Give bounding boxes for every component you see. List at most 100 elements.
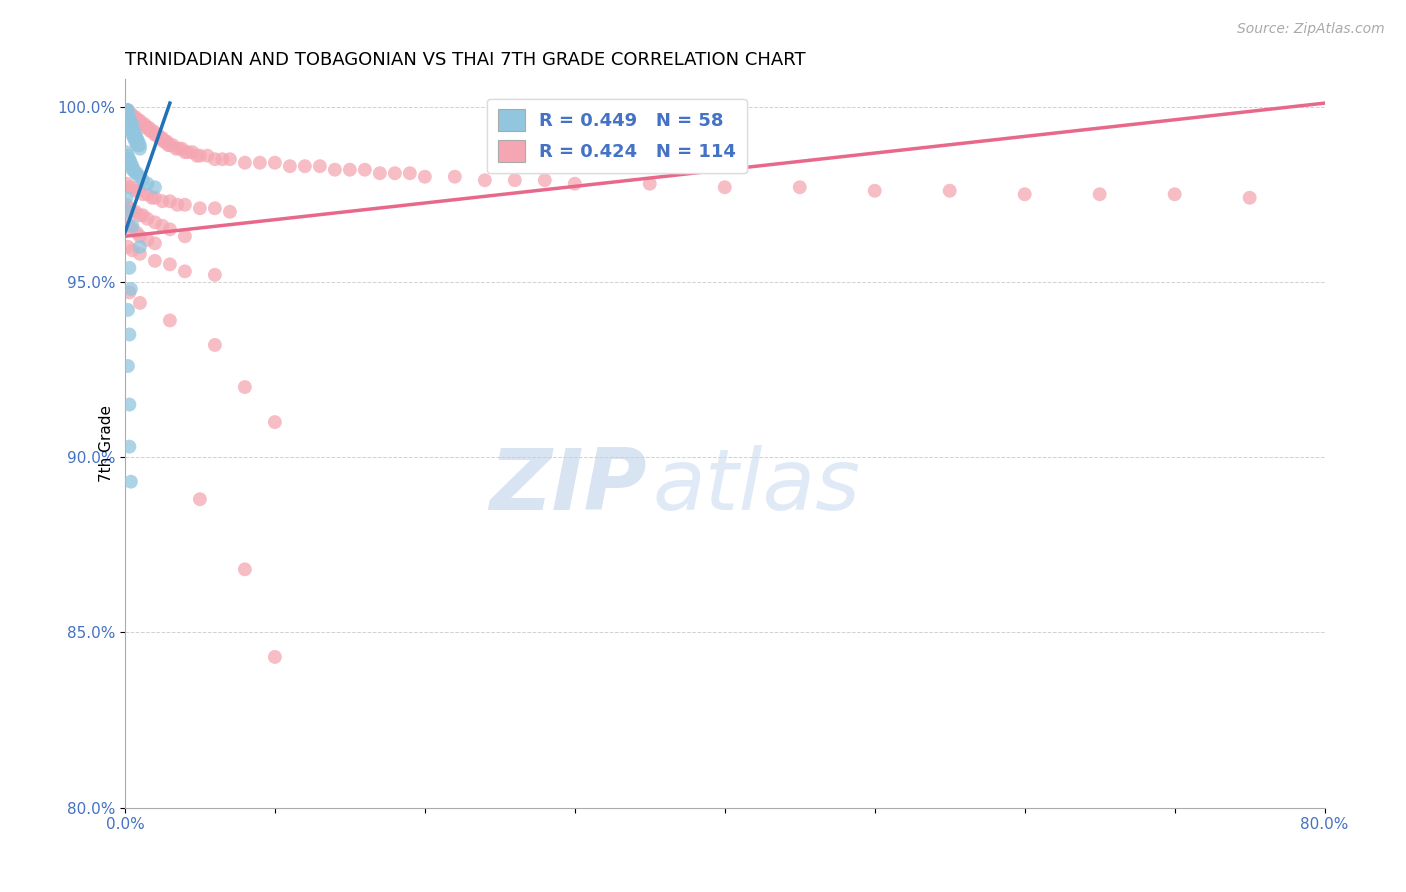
Point (141, 191, 163, 205)
Point (136, 233, 159, 247)
Point (789, 180, 811, 194)
Point (117, 106, 139, 120)
Point (135, 120, 157, 135)
Point (118, 110, 141, 124)
Point (115, 198, 138, 212)
Point (146, 128, 169, 142)
Point (121, 204, 143, 219)
Point (118, 120, 141, 135)
Point (127, 184, 149, 198)
Point (117, 240, 139, 254)
Point (132, 187, 155, 202)
Point (124, 110, 146, 124)
Point (136, 120, 159, 135)
Text: ZIP: ZIP (489, 445, 647, 528)
Legend: R = 0.449   N = 58, R = 0.424   N = 114: R = 0.449 N = 58, R = 0.424 N = 114 (486, 98, 747, 173)
Point (145, 128, 167, 142)
Point (117, 359, 139, 373)
Point (188, 201, 211, 215)
Point (398, 166, 420, 180)
Point (127, 135, 149, 149)
Point (124, 184, 146, 198)
Point (118, 285, 141, 300)
Point (118, 117, 141, 131)
Point (474, 173, 496, 187)
Point (118, 327, 141, 342)
Point (263, 649, 285, 664)
Point (129, 208, 152, 222)
Point (122, 128, 145, 142)
Point (120, 282, 142, 296)
Point (138, 120, 160, 135)
Point (121, 180, 143, 194)
Point (117, 204, 139, 219)
Point (143, 128, 166, 142)
Point (142, 124, 165, 138)
Point (121, 124, 143, 138)
Point (120, 106, 142, 120)
Point (141, 124, 163, 138)
Y-axis label: 7th Grade: 7th Grade (98, 405, 114, 482)
Point (136, 211, 159, 226)
Text: atlas: atlas (652, 445, 860, 528)
Point (638, 177, 661, 191)
Point (139, 124, 162, 138)
Point (368, 166, 391, 180)
Point (1014, 187, 1036, 202)
Point (143, 253, 166, 268)
Point (124, 135, 146, 149)
Point (153, 135, 176, 149)
Point (132, 117, 155, 131)
Point (938, 184, 960, 198)
Point (204, 338, 226, 352)
Point (204, 152, 226, 166)
Point (152, 194, 174, 209)
Point (159, 194, 181, 209)
Point (129, 229, 152, 244)
Point (121, 244, 143, 258)
Point (117, 103, 139, 117)
Point (115, 103, 138, 117)
Point (120, 120, 142, 135)
Point (124, 131, 146, 145)
Point (159, 313, 181, 327)
Point (121, 110, 143, 124)
Point (121, 117, 143, 131)
Point (121, 159, 143, 173)
Point (170, 142, 193, 156)
Point (120, 124, 142, 138)
Point (173, 198, 195, 212)
Point (115, 145, 138, 160)
Point (186, 149, 208, 163)
Point (115, 113, 138, 128)
Point (204, 201, 226, 215)
Point (134, 117, 156, 131)
Point (249, 155, 271, 169)
Point (117, 302, 139, 317)
Point (159, 257, 181, 271)
Point (129, 240, 152, 254)
Point (124, 166, 146, 180)
Point (132, 173, 155, 187)
Point (115, 177, 138, 191)
Point (211, 152, 233, 166)
Text: TRINIDADIAN AND TOBAGONIAN VS THAI 7TH GRADE CORRELATION CHART: TRINIDADIAN AND TOBAGONIAN VS THAI 7TH G… (125, 51, 806, 69)
Point (117, 110, 139, 124)
Point (136, 177, 159, 191)
Point (125, 226, 148, 240)
Point (118, 113, 141, 128)
Point (1088, 187, 1111, 202)
Point (136, 187, 159, 202)
Point (188, 149, 211, 163)
Point (118, 260, 141, 275)
Point (127, 138, 149, 153)
Point (713, 180, 735, 194)
Point (122, 131, 145, 145)
Point (384, 166, 406, 180)
Point (131, 117, 153, 131)
Point (323, 162, 346, 177)
Point (308, 159, 330, 173)
Point (156, 135, 179, 149)
Point (188, 492, 211, 507)
Point (149, 131, 172, 145)
